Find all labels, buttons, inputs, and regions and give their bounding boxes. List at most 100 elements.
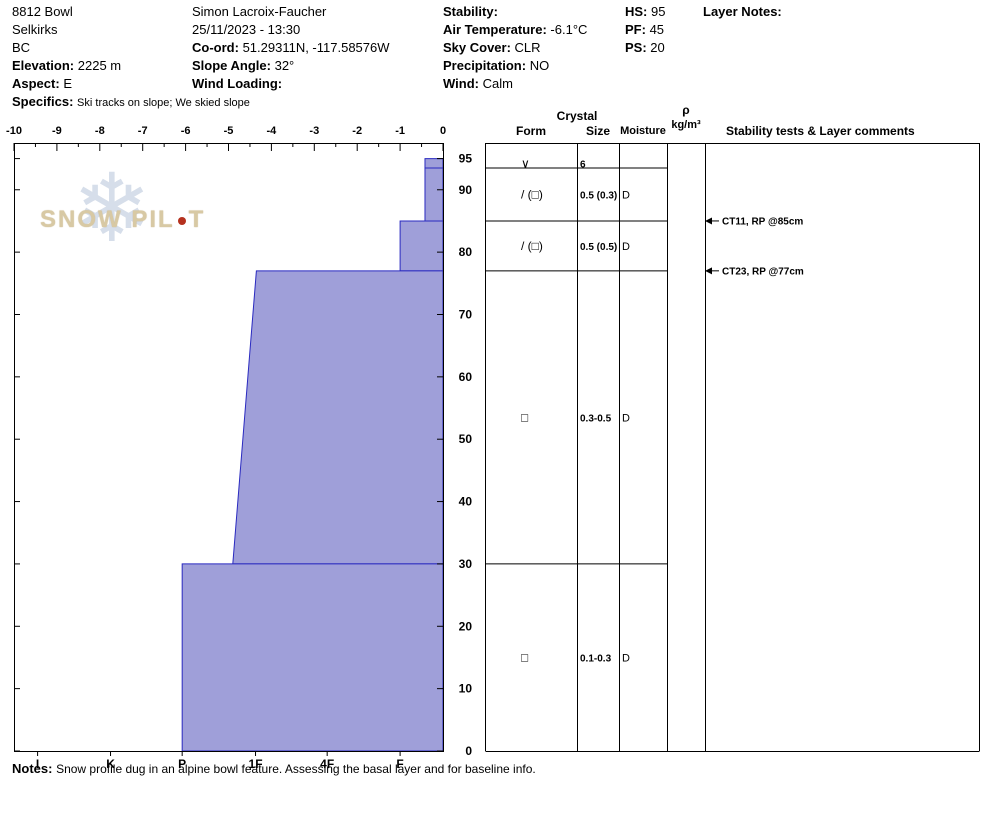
density-unit-header: kg/m³: [671, 119, 701, 131]
site-region: BC: [12, 40, 31, 55]
observer-name: Simon Lacroix-Faucher: [192, 4, 327, 19]
wind-loading-label: Wind Loading:: [192, 76, 283, 91]
slope-angle-value: 32°: [274, 58, 295, 73]
height-label: 10: [459, 682, 473, 696]
layer-polygon: [424, 167, 444, 222]
coord-value: 51.29311N, -117.58576W: [242, 40, 390, 55]
specifics-label: Specifics:: [12, 94, 74, 109]
air-temp-label: Air Temperature:: [443, 22, 547, 37]
elevation-label: Elevation:: [12, 58, 75, 73]
sky-cover-value: CLR: [514, 40, 541, 55]
hardness-label: P: [178, 757, 186, 771]
layer-polygon: [232, 270, 444, 565]
pf-label: PF:: [625, 22, 646, 37]
wind-value: Calm: [482, 76, 513, 91]
precipitation-value: NO: [529, 58, 550, 73]
snowflake-icon: ❄: [72, 156, 152, 262]
layer-polygon: [181, 563, 444, 752]
coord-label: Co-ord:: [192, 40, 239, 55]
hs-value: 95: [651, 4, 666, 19]
notes-label: Notes:: [12, 761, 53, 776]
stability-test-annotation: CT11, RP @85cm: [722, 216, 803, 227]
layer-moisture-value: D: [622, 189, 630, 201]
height-label: 95: [459, 152, 473, 166]
density-symbol-header: ρ: [682, 103, 690, 117]
ps-label: PS:: [625, 40, 647, 55]
form-header: Form: [516, 124, 546, 138]
layer-moisture-value: D: [622, 241, 630, 253]
layer-moisture-value: D: [622, 652, 630, 664]
x-axis-label: -6: [181, 125, 191, 137]
layer-size-value: 0.5 (0.3): [580, 190, 617, 201]
precipitation-line: Precipitation: NO: [443, 58, 549, 73]
x-axis-label: -8: [95, 125, 105, 137]
hardness-label: 4F: [320, 757, 334, 771]
x-axis-label: -5: [224, 125, 234, 137]
layer-size-value: 0.3-0.5: [580, 413, 612, 424]
pf-line: PF: 45: [625, 22, 664, 37]
height-label: 90: [459, 183, 473, 197]
size-header: Size: [585, 124, 610, 138]
height-label: 60: [459, 370, 473, 384]
layer-moisture-value: D: [622, 412, 630, 424]
specifics-value: Ski tracks on slope; We skied slope: [77, 97, 250, 109]
elevation-line: Elevation: 2225 m: [12, 58, 121, 73]
slope-angle-line: Slope Angle: 32°: [192, 58, 294, 73]
wind-line: Wind: Calm: [443, 76, 513, 91]
brand-wordmark: SNOW PIL T: [40, 206, 205, 234]
comments-header: Stability tests & Layer comments: [726, 124, 915, 138]
aspect-line: Aspect: E: [12, 76, 72, 91]
x-axis-label: -3: [309, 125, 319, 137]
aspect-value: E: [63, 76, 72, 91]
notes-text: Snow profile dug in an alpine bowl featu…: [56, 762, 536, 776]
height-label: 40: [459, 495, 473, 509]
snowpilot-watermark: ❄ SNOW PIL T: [40, 162, 220, 270]
slope-angle-label: Slope Angle:: [192, 58, 271, 73]
air-temp-line: Air Temperature: -6.1°C: [443, 22, 587, 37]
site-range: Selkirks: [12, 22, 58, 37]
height-label: 80: [459, 245, 473, 259]
layer-form-symbol: □: [521, 650, 528, 664]
coord-line: Co-ord: 51.29311N, -117.58576W: [192, 40, 390, 55]
stability-line: Stability:: [443, 4, 498, 19]
wind-loading-line: Wind Loading:: [192, 76, 282, 91]
layer-size-value: 0.1-0.3: [580, 653, 612, 664]
moisture-header: Moisture: [620, 125, 666, 137]
height-label: 0: [465, 744, 472, 758]
sky-cover-line: Sky Cover: CLR: [443, 40, 541, 55]
layer-form-symbol: ∨: [521, 156, 530, 170]
layer-form-symbol: / (□): [521, 239, 543, 253]
x-axis-label: -1: [395, 125, 405, 137]
air-temp-value: -6.1°C: [550, 22, 588, 37]
specifics-line: Specifics: Ski tracks on slope; We skied…: [12, 94, 250, 109]
height-label: 30: [459, 557, 473, 571]
wind-label: Wind:: [443, 76, 479, 91]
layer-size-value: 0.5 (0.5): [580, 242, 617, 253]
x-axis-label: -7: [138, 125, 148, 137]
test-arrow-icon: [705, 217, 712, 225]
layer-polygon: [424, 158, 444, 169]
stability-label: Stability:: [443, 4, 498, 19]
layer-notes-header: Layer Notes:: [703, 4, 782, 19]
height-label: 20: [459, 619, 473, 633]
site-name: 8812 Bowl: [12, 4, 73, 19]
sky-cover-label: Sky Cover:: [443, 40, 511, 55]
pf-value: 45: [649, 22, 665, 37]
precipitation-label: Precipitation:: [443, 58, 527, 73]
elevation-value: 2225 m: [77, 58, 122, 73]
ps-line: PS: 20: [625, 40, 665, 55]
x-axis-label: -4: [267, 125, 278, 137]
layer-polygon: [399, 220, 444, 272]
aspect-label: Aspect:: [12, 76, 60, 91]
hardness-label: F: [396, 757, 403, 771]
layer-form-symbol: / (□): [521, 187, 543, 201]
brand-text-right: T: [188, 206, 206, 233]
x-axis-label: 0: [440, 125, 446, 137]
observation-datetime: 25/11/2023 - 13:30: [192, 22, 301, 37]
stability-test-annotation: CT23, RP @77cm: [722, 266, 804, 277]
hs-line: HS: 95: [625, 4, 665, 19]
layer-size-value: 6: [580, 159, 586, 170]
x-axis-label: -2: [352, 125, 362, 137]
